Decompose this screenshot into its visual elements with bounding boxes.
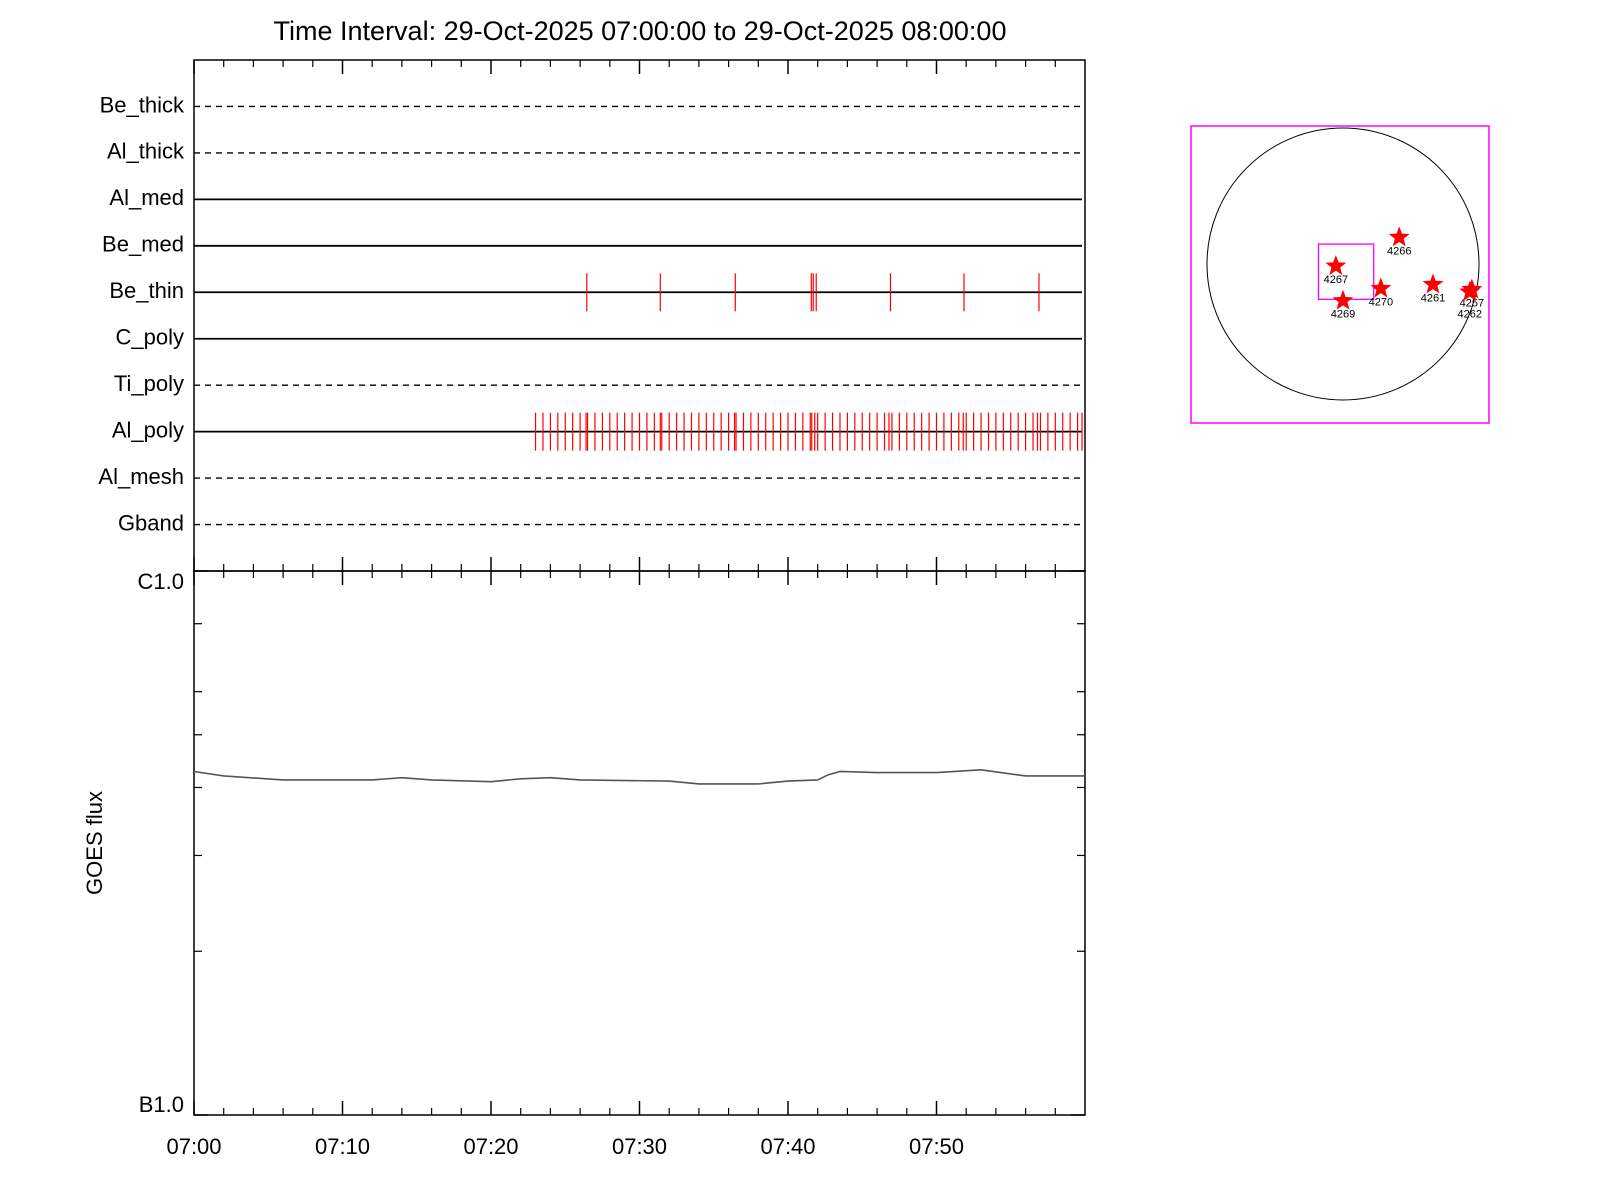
region-label: 4257 [1460, 297, 1484, 309]
region-marker [1370, 277, 1392, 298]
x-tick-label: 07:20 [463, 1134, 518, 1159]
row-label: Al_poly [112, 417, 184, 442]
row-label: Ti_poly [114, 371, 184, 396]
region-label: 4262 [1458, 308, 1482, 320]
y-axis-title: GOES flux [82, 791, 107, 895]
x-tick-label: 07:50 [909, 1134, 964, 1159]
region-marker [1459, 281, 1481, 301]
solar-limb [1206, 127, 1480, 401]
region-marker [1422, 273, 1444, 294]
x-tick-label: 07:00 [166, 1134, 221, 1159]
region-label: 4269 [1331, 309, 1355, 321]
region-label: 4267 [1324, 274, 1348, 286]
x-tick-label: 07:10 [315, 1134, 370, 1159]
region-label: 4266 [1387, 245, 1411, 257]
row-label: Be_thin [109, 278, 184, 303]
region-marker [1325, 255, 1347, 275]
region-marker [1332, 289, 1354, 310]
row-label: C_poly [116, 325, 184, 350]
region-marker [1388, 226, 1410, 247]
row-label: Be_med [102, 232, 184, 257]
row-label: Al_med [109, 185, 184, 210]
y-tick-label: C1.0 [138, 569, 184, 594]
row-label: Be_thick [100, 92, 185, 117]
x-tick-label: 07:40 [760, 1134, 815, 1159]
y-tick-label: B1.0 [139, 1092, 184, 1117]
row-label: Gband [118, 510, 184, 535]
row-label: Al_thick [107, 139, 185, 164]
flux-line [193, 769, 1085, 785]
row-label: Al_mesh [98, 464, 184, 489]
chart-title: Time Interval: 29-Oct-2025 07:00:00 to 2… [274, 16, 1007, 46]
map-frame [1190, 125, 1490, 424]
x-tick-label: 07:30 [612, 1134, 667, 1159]
region-label: 4261 [1421, 292, 1445, 304]
region-label: 4270 [1369, 296, 1393, 308]
